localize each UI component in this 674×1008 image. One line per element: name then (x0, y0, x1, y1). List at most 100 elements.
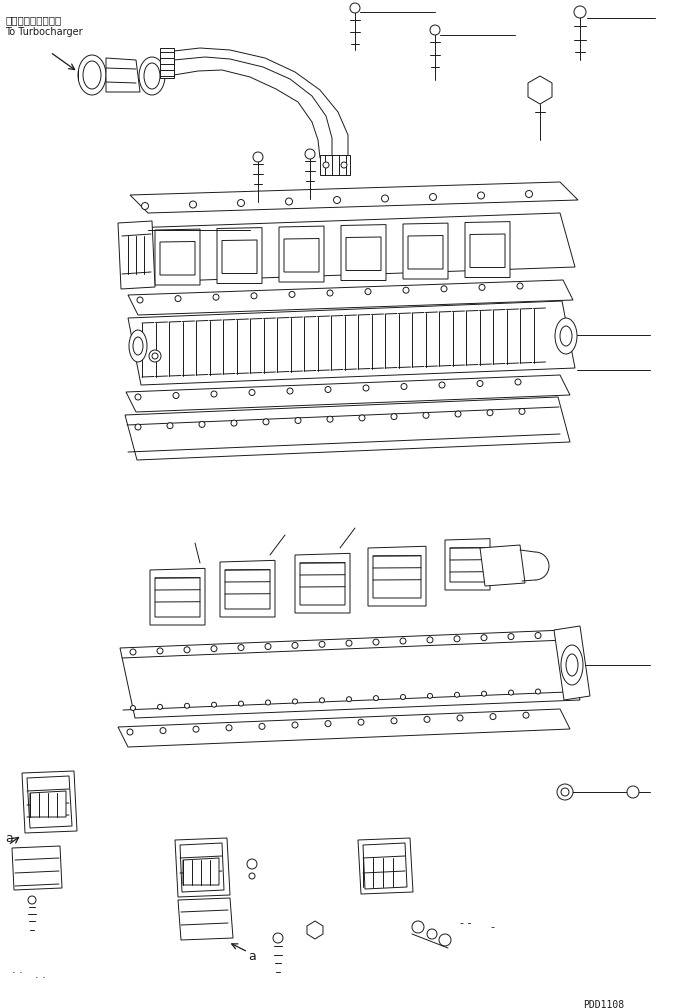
Text: a: a (248, 950, 255, 963)
Circle shape (173, 392, 179, 398)
Polygon shape (106, 58, 140, 92)
Circle shape (391, 413, 397, 419)
Text: -: - (490, 922, 494, 932)
Circle shape (130, 649, 136, 655)
Polygon shape (408, 236, 443, 269)
Circle shape (305, 149, 315, 159)
Circle shape (515, 379, 521, 385)
Circle shape (358, 719, 364, 725)
Polygon shape (150, 569, 205, 625)
Circle shape (211, 391, 217, 397)
Circle shape (239, 702, 243, 706)
Polygon shape (346, 237, 381, 270)
Circle shape (557, 784, 573, 800)
Circle shape (263, 418, 269, 424)
Circle shape (160, 728, 166, 734)
Polygon shape (174, 57, 332, 158)
Circle shape (184, 647, 190, 653)
Circle shape (391, 718, 397, 724)
Text: To Turbocharger: To Turbocharger (5, 27, 83, 37)
Circle shape (149, 350, 161, 362)
Circle shape (289, 291, 295, 297)
Circle shape (519, 408, 525, 414)
Circle shape (157, 648, 163, 654)
Ellipse shape (566, 654, 578, 676)
Circle shape (373, 696, 379, 701)
Circle shape (273, 933, 283, 943)
Text: . .: . . (35, 970, 46, 980)
Circle shape (439, 382, 445, 388)
Polygon shape (295, 553, 350, 613)
Polygon shape (279, 226, 324, 282)
Circle shape (365, 288, 371, 294)
Polygon shape (373, 555, 421, 598)
Circle shape (341, 162, 347, 168)
Circle shape (517, 283, 523, 289)
Circle shape (490, 714, 496, 720)
Circle shape (346, 640, 352, 646)
Polygon shape (554, 626, 590, 700)
Polygon shape (175, 838, 230, 897)
Text: . .: . . (12, 965, 23, 975)
Polygon shape (12, 846, 62, 890)
Polygon shape (160, 48, 174, 78)
Circle shape (247, 859, 257, 869)
Circle shape (346, 697, 352, 702)
Circle shape (142, 203, 148, 210)
Ellipse shape (555, 318, 577, 354)
Circle shape (249, 389, 255, 395)
Polygon shape (445, 538, 490, 590)
Polygon shape (284, 239, 319, 272)
Polygon shape (470, 234, 505, 267)
Polygon shape (30, 791, 66, 817)
Ellipse shape (83, 61, 101, 89)
Circle shape (403, 287, 409, 293)
Circle shape (213, 294, 219, 300)
Polygon shape (165, 48, 348, 158)
Circle shape (237, 200, 245, 207)
Circle shape (627, 786, 639, 798)
Circle shape (441, 286, 447, 291)
Circle shape (226, 725, 232, 731)
Polygon shape (180, 843, 224, 892)
Circle shape (561, 788, 569, 796)
Circle shape (401, 383, 407, 389)
Circle shape (429, 194, 437, 201)
Circle shape (455, 411, 461, 417)
Circle shape (266, 700, 270, 705)
Circle shape (427, 637, 433, 643)
Polygon shape (120, 630, 580, 718)
Circle shape (454, 636, 460, 642)
Polygon shape (130, 213, 575, 282)
Circle shape (424, 717, 430, 723)
Circle shape (137, 297, 143, 303)
Circle shape (400, 638, 406, 644)
Circle shape (28, 896, 36, 904)
Circle shape (359, 415, 365, 421)
Polygon shape (222, 240, 257, 273)
Circle shape (526, 191, 532, 198)
Circle shape (287, 388, 293, 394)
Polygon shape (450, 547, 485, 582)
Circle shape (259, 724, 265, 730)
Circle shape (251, 292, 257, 298)
Circle shape (167, 422, 173, 428)
Circle shape (231, 420, 237, 426)
Circle shape (523, 713, 529, 719)
Ellipse shape (144, 62, 160, 89)
Polygon shape (183, 858, 219, 885)
Circle shape (199, 421, 205, 427)
Circle shape (131, 706, 135, 711)
Circle shape (212, 703, 216, 708)
Circle shape (427, 929, 437, 939)
Circle shape (363, 385, 369, 391)
Polygon shape (528, 76, 552, 104)
Polygon shape (307, 921, 323, 939)
Circle shape (327, 290, 333, 296)
Text: ターボチャージャへ: ターボチャージャへ (5, 15, 61, 25)
Circle shape (457, 715, 463, 721)
Polygon shape (341, 225, 386, 280)
Circle shape (325, 721, 331, 727)
Circle shape (189, 201, 197, 208)
Circle shape (508, 690, 514, 696)
